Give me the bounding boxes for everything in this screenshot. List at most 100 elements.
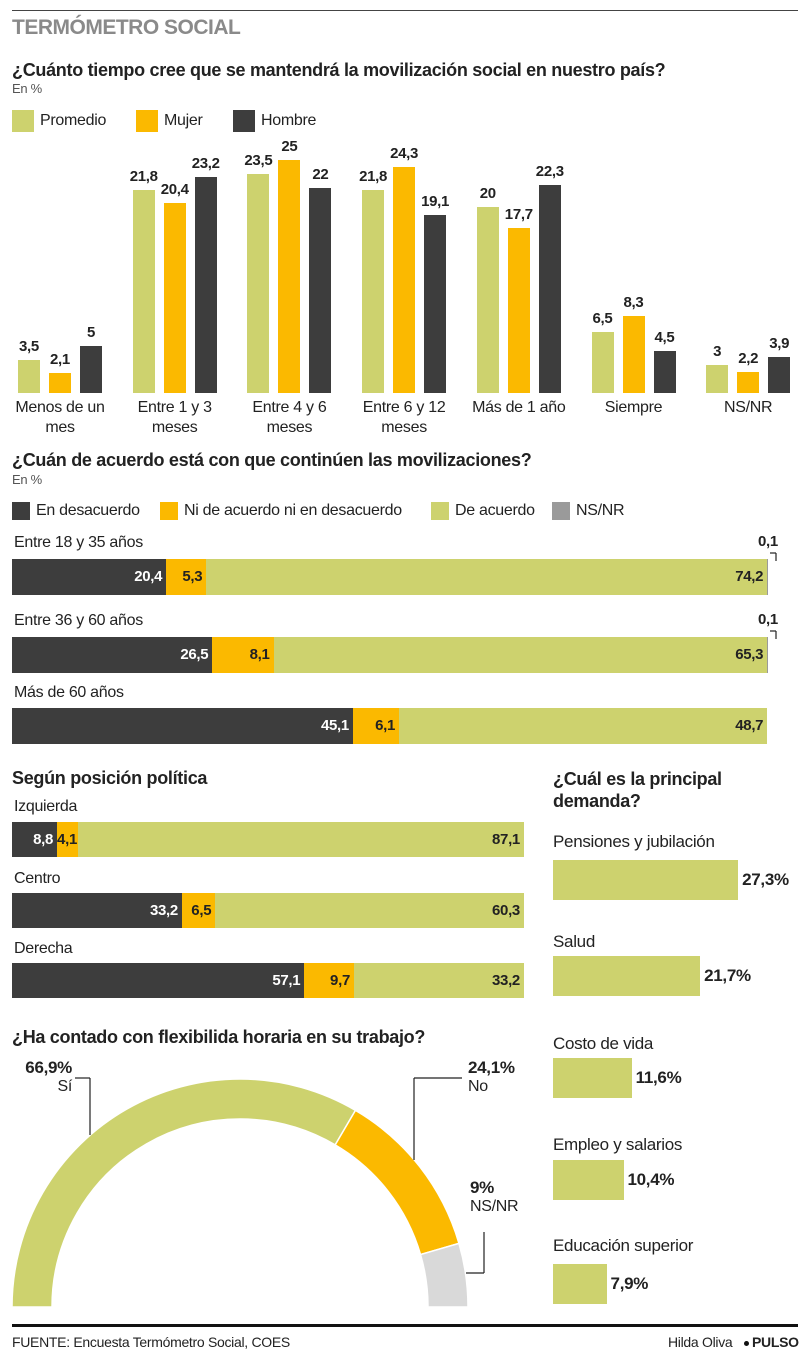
value-label: 3 [713,343,722,361]
legend-label: Mujer [164,112,203,129]
category-label: Educación superior [553,1236,694,1255]
value-label: 33,2 [491,971,520,989]
category-label: Entre 1 y 3 meses [137,399,212,436]
value-label: 26,5 [180,646,209,663]
legend-swatch [136,110,158,132]
value-label: 74,2 [735,568,764,585]
bar-segment [12,637,213,673]
bar [132,189,155,393]
bar-segment [212,637,274,673]
value-label: 20,4 [134,568,163,585]
bar-segment [57,822,79,857]
value-label: 33,2 [149,901,178,919]
legend-swatch [431,502,449,520]
bar-segment [12,822,58,857]
category-label: Entre 6 y 12 meses [362,399,446,436]
donut-slice [419,1242,469,1308]
value-label: 5,3 [182,568,203,585]
bar [622,315,645,393]
value-label: 2,1 [50,351,70,369]
value-label: 87,1 [491,830,520,848]
bar-segment [206,559,768,595]
chart-title: ¿Cuál es la principal demanda? [553,769,722,811]
value-label: 9,7 [330,971,350,989]
category-label: Centro [14,870,61,887]
slice-name: No [468,1078,488,1095]
slice-name: Sí [57,1078,72,1095]
value-label: 22,3 [535,163,564,181]
chart-title: ¿Cuánto tiempo cree que se mantendrá la … [12,60,666,80]
footer-author: Hilda Oliva [668,1334,733,1350]
value-label: 23,2 [191,154,220,172]
bar-segment [181,893,216,928]
value-label: 17,7 [504,206,533,224]
footer-rule [12,1324,798,1327]
value-label: 21,8 [359,167,388,185]
bar [49,373,71,393]
value-label: 3,5 [19,338,39,356]
bar [553,860,739,900]
bar [653,351,676,393]
bar [18,360,40,393]
category-label: Entre 4 y 6 meses [252,399,327,436]
bar-segment [767,559,768,595]
value-label: 7,9% [610,1274,649,1293]
value-label: 20,4 [160,180,189,198]
value-label: 8,1 [249,646,270,663]
value-label: 23,5 [244,151,273,169]
category-label: Pensiones y jubilación [553,832,715,851]
bar-segment [166,559,207,595]
bar-segment [304,963,354,998]
bar [80,346,102,393]
value-label: 22 [312,165,329,183]
bar-segment [215,893,524,928]
value-label: 8,8 [33,830,54,848]
category-label: Menos de un mes [15,399,105,436]
bar [393,166,416,393]
value-label: 0,1 [758,533,778,550]
legend-label: En desacuerdo [36,502,140,519]
bar-segment [12,708,353,744]
slice-value: 24,1% [468,1058,515,1077]
donut-slice [334,1109,460,1256]
bar [737,372,760,393]
legend-swatch [12,502,30,520]
header-title: TERMÓMETRO SOCIAL [12,16,241,39]
value-label: 27,3% [742,870,789,889]
bar [507,228,530,393]
value-label: 11,6% [635,1068,682,1087]
value-label: 21,7% [704,966,751,985]
bar [194,176,217,393]
category-label: Más de 1 año [472,399,566,416]
slice-label: 9% NS/NR [470,1178,519,1216]
value-label: 4,5 [654,329,675,347]
value-label: 0,1 [758,611,778,628]
chart-subtitle: En % [12,81,42,96]
value-label: 3,9 [769,334,790,352]
chart-title: ¿Cuán de acuerdo está con que continúen … [12,450,532,470]
legend-swatch [552,502,570,520]
donut-slice [11,1078,357,1308]
value-label: 6,1 [375,717,396,734]
value-label: 65,3 [735,646,764,663]
legend-label: Ni de acuerdo ni en desacuerdo [184,502,402,519]
value-label: 5 [86,324,96,342]
footer-dot [744,1341,749,1346]
category-label: NS/NR [724,399,773,416]
chart-title: Según posición política [12,768,208,788]
value-label: 6,5 [592,310,613,328]
slice-value: 9% [470,1178,494,1197]
bar [538,185,561,393]
value-label: 60,3 [491,901,520,919]
category-label: Izquierda [14,798,78,815]
value-label: 10,4% [627,1170,675,1189]
value-label: 48,7 [735,717,764,734]
bar-segment [12,893,182,928]
value-label: 6,5 [191,901,212,919]
bar-segment [12,559,167,595]
bar-segment [273,637,768,673]
bar-segment [399,708,768,744]
value-label: 2,2 [738,350,759,368]
value-label: 8,3 [623,293,644,311]
category-label: Derecha [14,940,73,957]
